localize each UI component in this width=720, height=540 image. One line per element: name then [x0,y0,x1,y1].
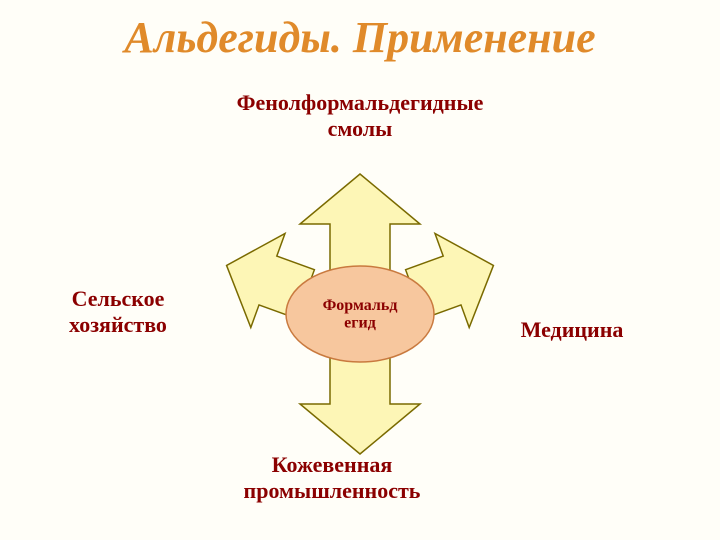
label-right: Медицина [482,317,662,343]
label-left: Сельскоехозяйство [28,286,208,339]
arrow [300,174,420,274]
label-top: Фенолформальдегидныесмолы [180,90,540,143]
label-bottom: Кожевеннаяпромышленность [182,452,482,505]
arrow [300,354,420,454]
slide-stage: Альдегиды. Применение Формальдегид Фенол… [0,0,720,540]
